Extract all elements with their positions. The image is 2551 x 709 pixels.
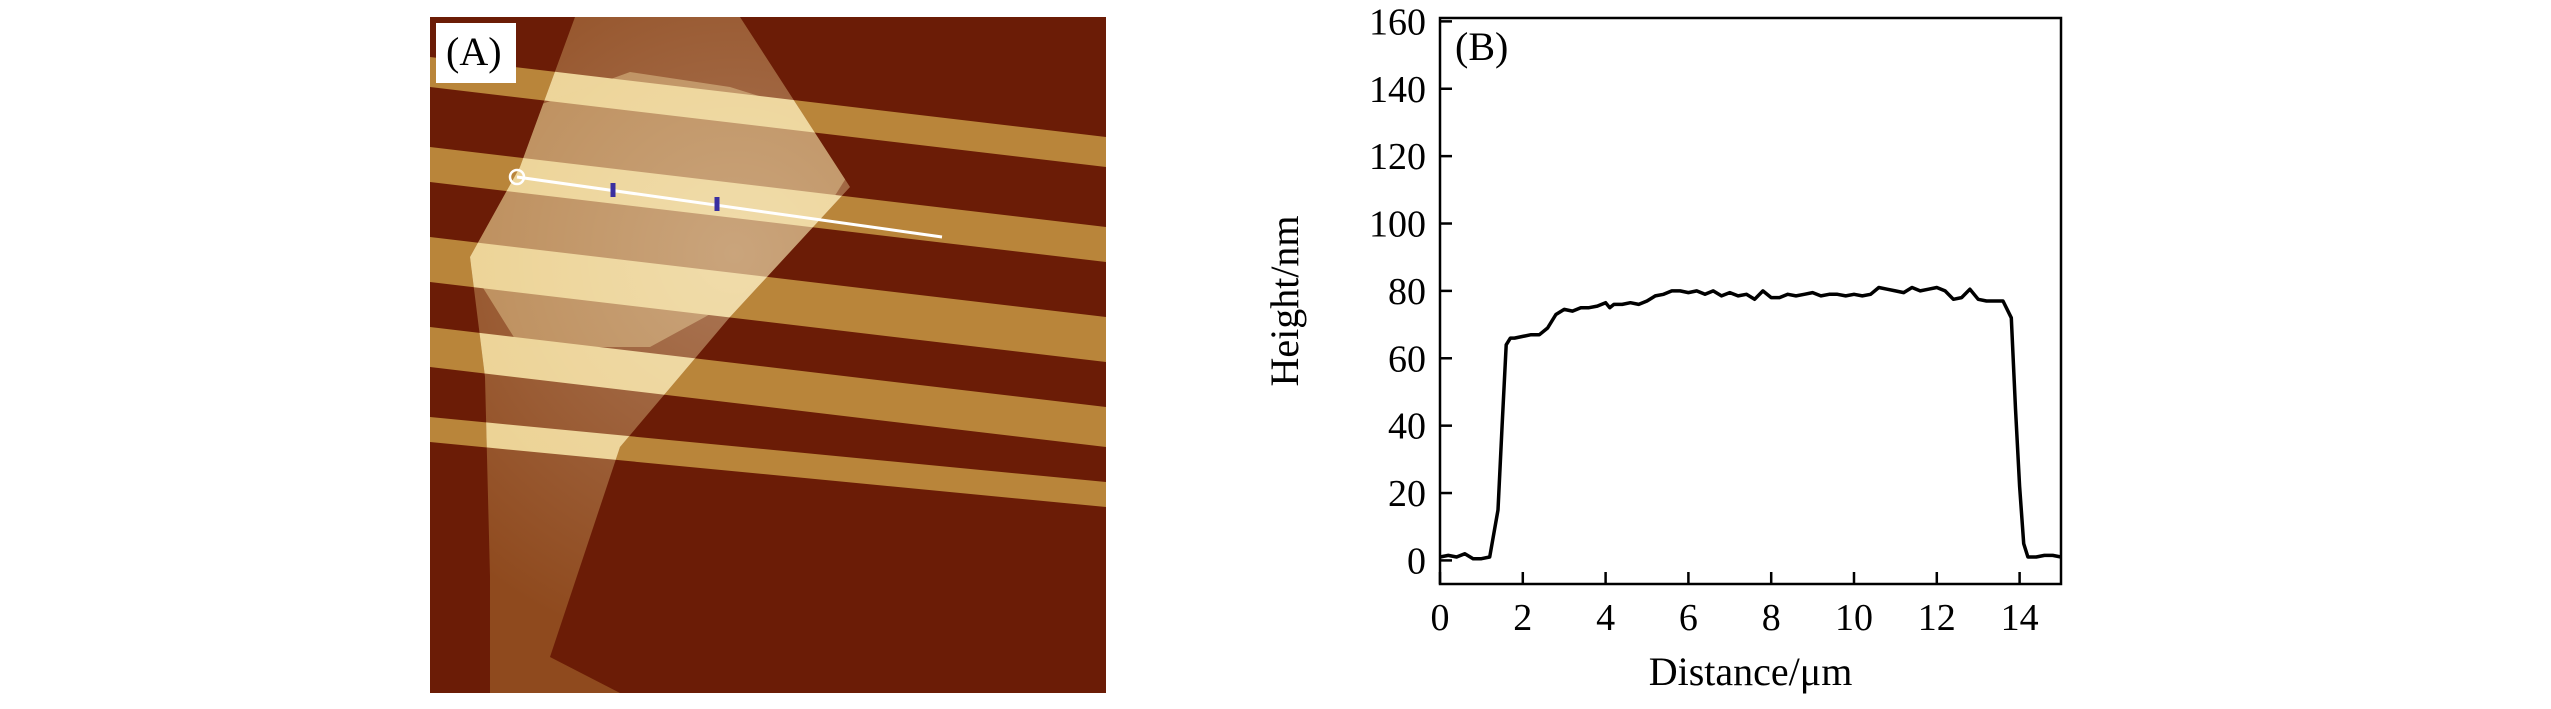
y-tick-label: 140 <box>1369 69 1426 111</box>
afm-image-panel: (A) <box>430 17 1106 693</box>
plot-frame <box>1438 16 2063 586</box>
y-tick-label: 100 <box>1369 204 1426 246</box>
x-tick-label: 12 <box>1918 597 1956 639</box>
y-tick-label: 40 <box>1388 406 1426 448</box>
y-axis: 0 20 40 60 80 100 120 140 160 <box>1369 1 1452 582</box>
profile-line <box>508 168 943 239</box>
x-tick-label: 8 <box>1762 597 1781 639</box>
x-tick-label: 6 <box>1679 597 1698 639</box>
x-tick-label: 10 <box>1835 597 1873 639</box>
y-axis-title: Height/nm <box>1262 215 1307 386</box>
y-tick-label: 20 <box>1388 473 1426 515</box>
panel-label: (B) <box>1455 24 1508 69</box>
x-tick-label: 0 <box>1431 597 1450 639</box>
x-axis: 0 2 4 6 8 10 12 14 <box>1431 572 2039 639</box>
height-profile-chart: 0 20 40 60 80 100 120 140 160 0 2 4 6 8 10 12 14 (B) Di… <box>1240 0 2160 709</box>
panel-label-box <box>436 23 516 83</box>
y-tick-label: 160 <box>1369 1 1426 43</box>
afm-image: (A) <box>430 17 1106 693</box>
x-tick-label: 2 <box>1513 597 1532 639</box>
chart-svg: 0 20 40 60 80 100 120 140 160 0 2 4 6 8 10 12 14 (B) Di… <box>1262 1 2063 694</box>
y-tick-label: 0 <box>1407 540 1426 582</box>
y-tick-label: 60 <box>1388 338 1426 380</box>
height-profile-line <box>1439 285 2062 561</box>
x-tick-label: 4 <box>1596 597 1615 639</box>
y-tick-label: 80 <box>1388 271 1426 313</box>
y-tick-label: 120 <box>1369 136 1426 178</box>
x-axis-title: Distance/μm <box>1649 649 1853 694</box>
panel-label: (A) <box>446 29 502 74</box>
x-tick-label: 14 <box>2001 597 2039 639</box>
